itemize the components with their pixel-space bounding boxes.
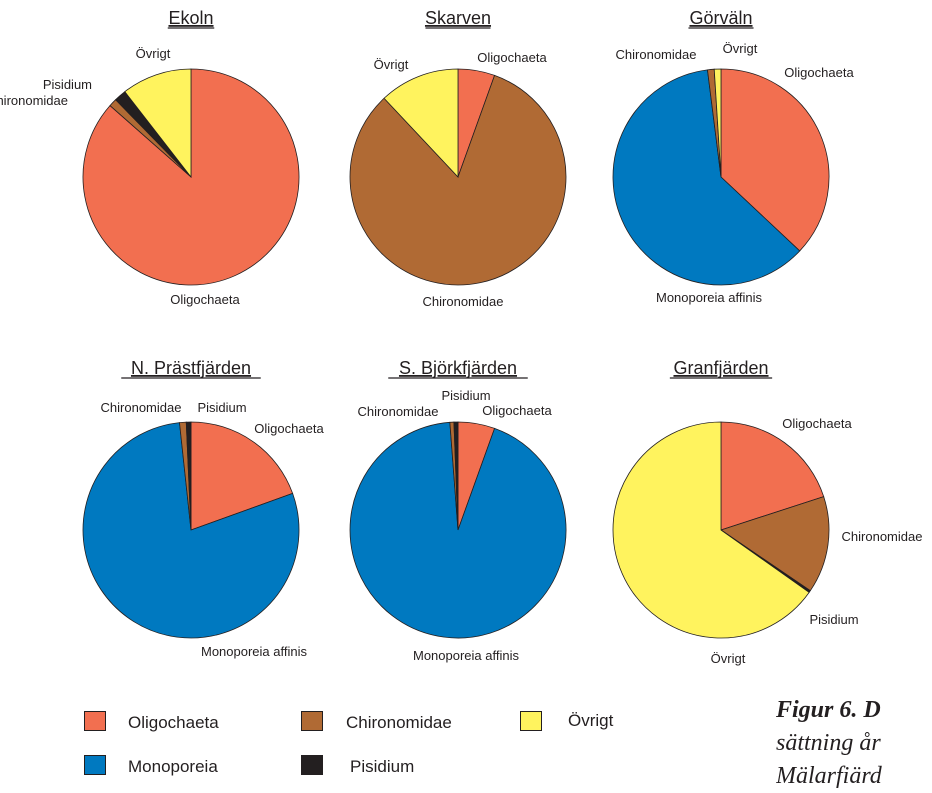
caption-line-2: sättning år — [776, 730, 881, 756]
pie-granfjarden: Granfjärden Oligochaeta Chironomidae Pisidi… — [612, 358, 923, 666]
caption-line-1: Figur 6. D — [776, 697, 881, 723]
pie-slice-pisidium — [453, 421, 459, 531]
figure-caption: Figur 6. D sättning år Mälarfiärd — [776, 694, 932, 793]
pie-n-prastfjarden: N. Prästfjärden Oligochaeta Monoporeia aff… — [82, 358, 324, 659]
pie-slice-chironomidae — [349, 74, 567, 286]
pie-title: N. Prästfjärden — [131, 358, 251, 378]
slice-label-oligochaeta: Oligochaeta — [782, 416, 852, 431]
pie-gorvaln: Görväln Oligochaeta Monoporeia affinis Chir… — [612, 8, 854, 305]
pie-skarven: Skarven Oligochaeta Chironomidae Övrigt — [349, 8, 567, 309]
slice-label-oligochaeta: Oligochaeta — [477, 50, 547, 65]
slice-label-chironomidae: Chironomidae — [842, 529, 923, 544]
slice-label-ovrigt: Övrigt — [136, 46, 171, 61]
pie-slice-monoporeia-affinis — [82, 422, 300, 639]
slice-label-monoporeia-affinis: Monoporeia affinis — [201, 644, 307, 659]
slice-label-oligochaeta: Oligochaeta — [170, 292, 240, 307]
pie-slice-ovrigt — [612, 421, 810, 639]
pie-slice-ovrigt — [124, 68, 192, 179]
slice-label-oligochaeta: Oligochaeta — [254, 421, 324, 436]
pie-slice-pisidium — [185, 421, 192, 531]
slice-label-ovrigt: Övrigt — [711, 651, 746, 666]
pie-title: S. Björkfjärden — [399, 358, 517, 378]
pie-slice-oligochaeta — [720, 68, 830, 252]
pie-title: Ekoln — [168, 8, 213, 28]
slice-label-monoporeia-affinis: Monoporeia affinis — [413, 648, 519, 663]
pie-s-bjorkfjarden: S. Björkfjärden Oligochaeta Monoporeia aff… — [349, 358, 567, 663]
pie-slice-ovrigt — [713, 68, 722, 178]
slice-label-chironomidae: Chironomidae — [358, 404, 439, 419]
pie-slice-oligochaeta — [82, 68, 300, 286]
slice-label-chironomidae: Chironomidae — [616, 47, 697, 62]
slice-label-pisidium: Pisidium — [43, 77, 92, 92]
pie-slice-ovrigt — [383, 68, 459, 179]
pie-title: Granfjärden — [673, 358, 768, 378]
slice-label-pisidium: Pisidium — [809, 612, 858, 627]
slice-label-ovrigt: Övrigt — [723, 41, 758, 56]
slice-label-pisidium: Pisidium — [441, 388, 490, 403]
pie-slice-monoporeia-affinis — [612, 69, 801, 286]
slice-label-chironomidae: Chironomidae — [423, 294, 504, 309]
slice-label-pisidium: Pisidium — [197, 400, 246, 415]
slice-label-ovrigt: Övrigt — [374, 57, 409, 72]
pie-slice-monoporeia-affinis — [349, 421, 567, 639]
pie-title: Görväln — [689, 8, 752, 28]
slice-label-oligochaeta: Oligochaeta — [482, 403, 552, 418]
pie-title: Skarven — [425, 8, 491, 28]
pie-slice-oligochaeta — [720, 421, 825, 531]
pie-slice-oligochaeta — [190, 421, 294, 531]
slice-label-chironomidae: Chironomidae — [0, 93, 68, 108]
slice-label-chironomidae: Chironomidae — [101, 400, 182, 415]
pie-slice-chironomidae — [720, 496, 830, 592]
slice-label-oligochaeta: Oligochaeta — [784, 65, 854, 80]
slice-label-monoporeia-affinis: Monoporeia affinis — [656, 290, 762, 305]
caption-line-3: Mälarfiärd — [776, 763, 882, 789]
